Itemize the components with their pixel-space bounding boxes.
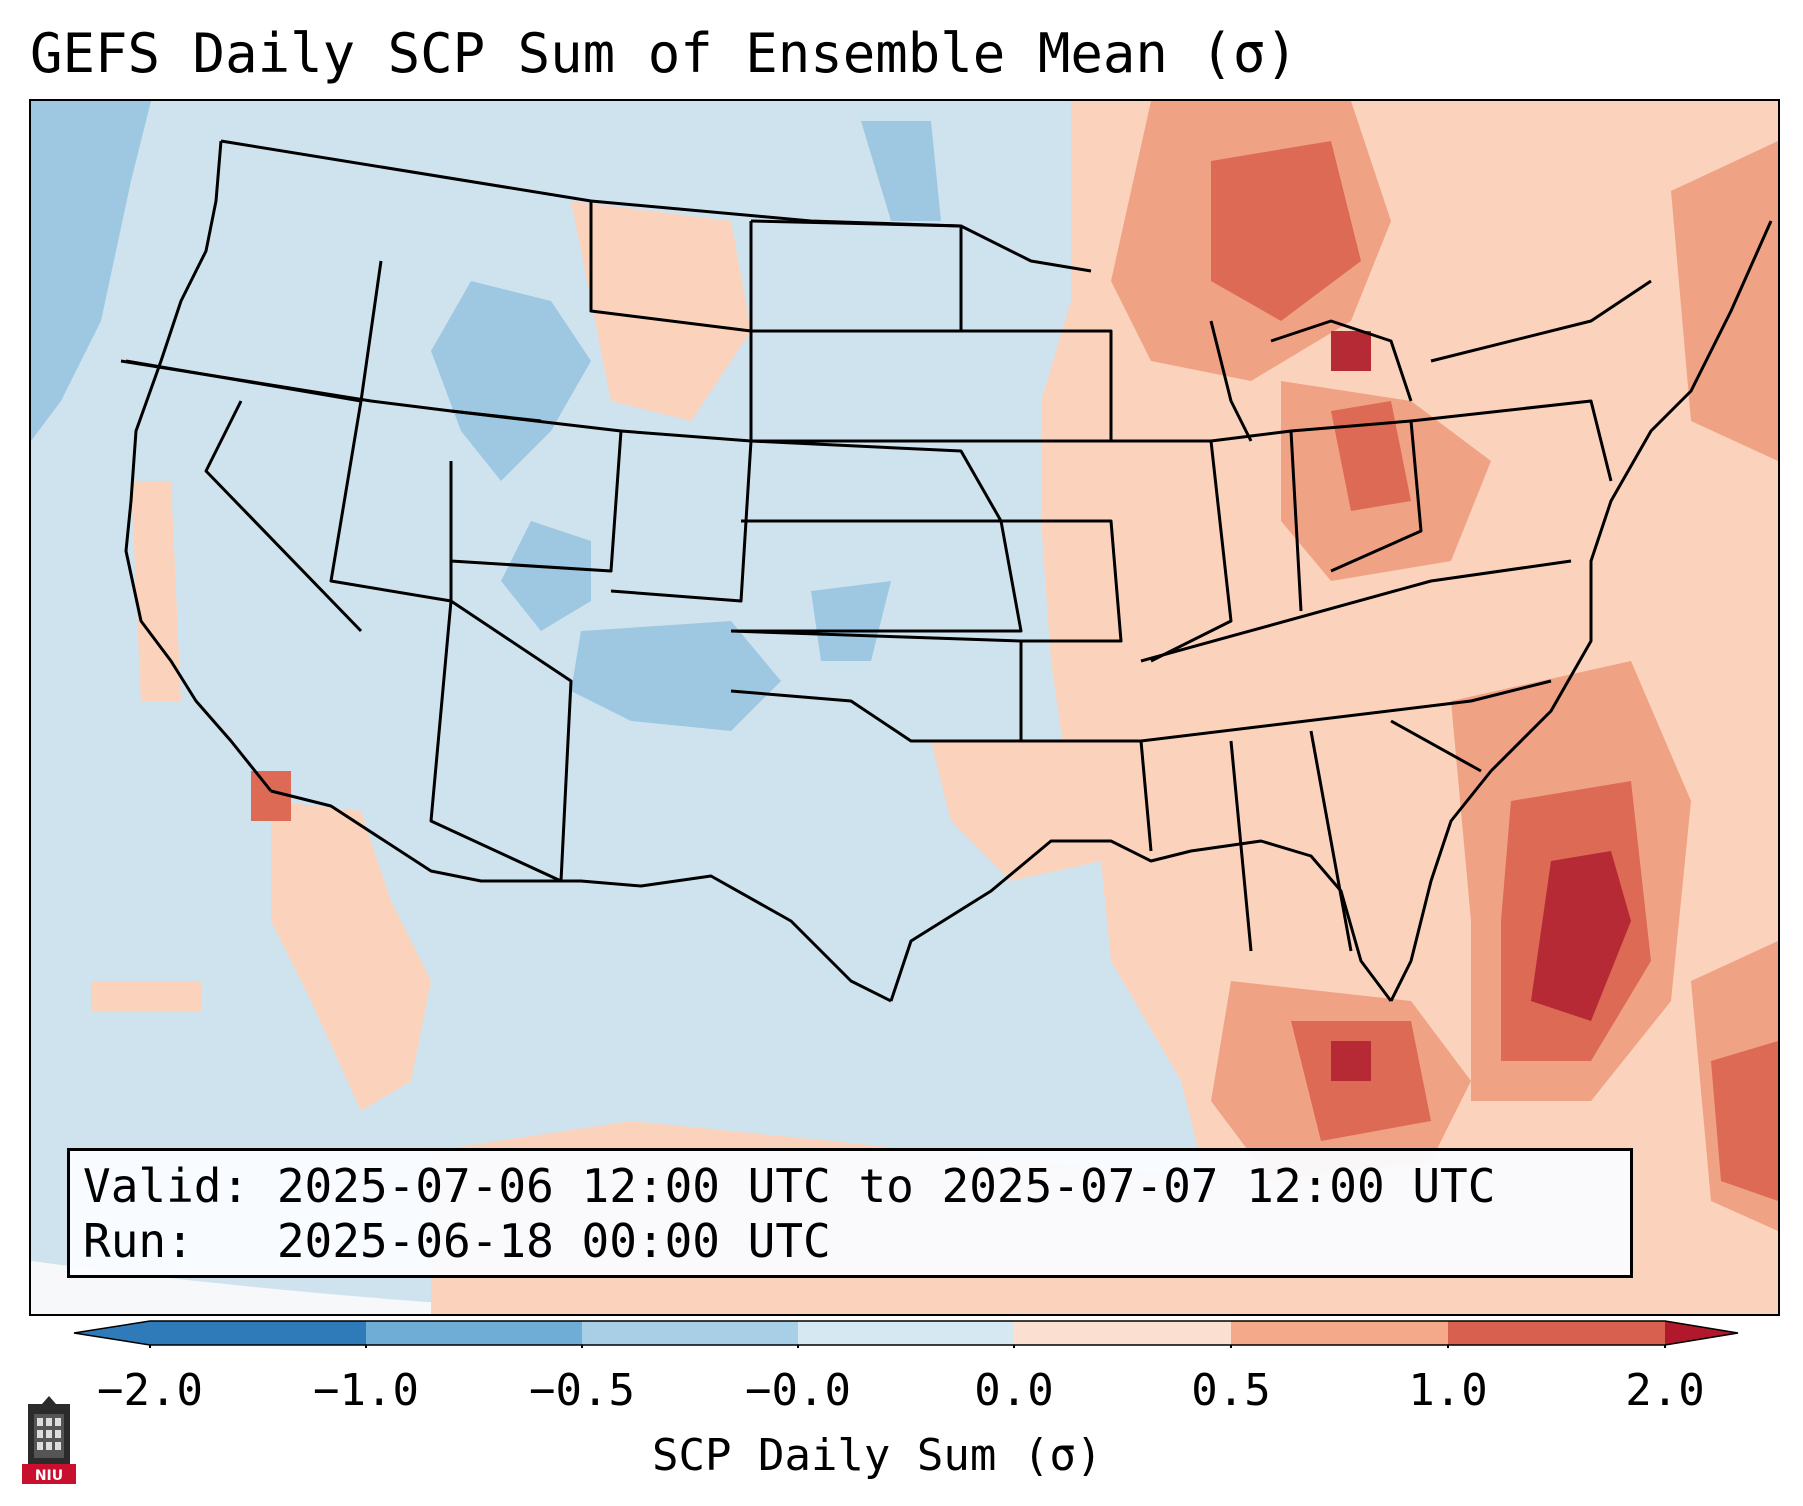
ontario-strong-region xyxy=(1211,141,1361,321)
newyork-border xyxy=(1430,279,1652,363)
colorbar-tick-label: 2.0 xyxy=(1625,1365,1705,1416)
pacific-negative-region xyxy=(31,101,151,441)
plains-positive-region xyxy=(931,741,1101,881)
colorbar xyxy=(73,1320,1739,1348)
colorbar-seg-1 xyxy=(366,1321,582,1345)
colorbar-seg-2 xyxy=(582,1321,798,1345)
arizona-newmexico-border xyxy=(429,599,573,883)
colorbar-extend-left xyxy=(74,1321,150,1345)
out-of-domain-corner xyxy=(31,1261,631,1314)
huron-extreme-region xyxy=(1331,331,1371,371)
colorbar-seg-4 xyxy=(1014,1321,1231,1345)
valid-line: Valid: 2025-07-06 12:00 UTC to 2025-07-0… xyxy=(83,1159,1496,1213)
mississippi-alabama-line xyxy=(1229,740,1253,952)
niu-logo-text: NIU xyxy=(34,1468,64,1484)
extreme-positive-regions xyxy=(1331,331,1631,1081)
colorbar-ticks xyxy=(149,1345,1666,1348)
colorbar-tick-label: −1.0 xyxy=(313,1365,419,1416)
state-boundaries xyxy=(120,139,1773,1003)
nebraska-negative-region xyxy=(811,581,891,661)
idaho-negative-region xyxy=(431,281,591,481)
map-panel xyxy=(29,99,1780,1316)
atlantic-extreme-region xyxy=(1531,851,1631,1021)
colorbar-tick-label: −0.5 xyxy=(529,1365,635,1416)
colorbar-seg-3 xyxy=(798,1321,1014,1345)
kansas-border xyxy=(731,519,1023,633)
north-dakota-negative-region xyxy=(861,121,941,221)
socal-strong-region xyxy=(251,771,291,821)
run-line: Run: 2025-06-18 00:00 UTC xyxy=(83,1214,831,1268)
ohio-border xyxy=(1290,419,1423,573)
lake-michigan-outline xyxy=(1209,320,1253,442)
colorbar-tick-label: −2.0 xyxy=(97,1365,203,1416)
colorbar-extend-right xyxy=(1665,1321,1738,1345)
atlantic-coastline xyxy=(1389,220,1773,1002)
colorbar-seg-5 xyxy=(1231,1321,1448,1345)
montana-dakota-line xyxy=(589,201,753,333)
valid-run-box: Valid: 2025-07-06 12:00 UTC to 2025-07-0… xyxy=(67,1148,1633,1278)
illinois-border xyxy=(1111,439,1233,663)
colorbar-tick-label: −0.0 xyxy=(745,1365,851,1416)
dakotas-border xyxy=(749,219,963,443)
oklahoma-border xyxy=(730,629,1023,743)
missouri-border xyxy=(1001,519,1123,643)
niu-logo-icon xyxy=(22,1396,76,1484)
pacific-positive-strip xyxy=(91,981,201,1011)
nevada-border xyxy=(204,400,363,633)
minnesota-iowa-border xyxy=(961,329,1113,443)
map-canvas xyxy=(31,101,1778,1314)
wyoming-border xyxy=(450,409,623,573)
pacific-coastline xyxy=(124,140,273,792)
colorado-negative-region xyxy=(571,621,781,731)
alabama-georgia-line xyxy=(1309,730,1353,952)
colorbar-seg-6 xyxy=(1448,1321,1665,1345)
utah-border xyxy=(329,400,453,603)
colorbar-tick-label: 0.0 xyxy=(974,1365,1054,1416)
kentucky-tennessee-line xyxy=(1140,559,1572,663)
chart-title: GEFS Daily SCP Sum of Ensemble Mean (σ) xyxy=(30,22,1298,85)
california-positive-region xyxy=(131,481,181,701)
colorbar-seg-0 xyxy=(150,1321,366,1345)
gulf-coastline xyxy=(889,839,1393,1002)
newengland-moderate-region xyxy=(1671,141,1778,461)
colorbar-tick-label: 1.0 xyxy=(1408,1365,1488,1416)
tennessee-southern-line xyxy=(1140,679,1552,743)
caribbean-strong-region xyxy=(1711,1041,1778,1201)
lake-huron-strong-region xyxy=(1331,401,1411,511)
pennsylvania-border xyxy=(1410,399,1613,482)
colorbar-label: SCP Daily Sum (σ) xyxy=(652,1430,1103,1481)
montana-positive-region xyxy=(571,201,751,421)
georgia-carolina-line xyxy=(1390,719,1482,773)
gulf-extreme-region xyxy=(1331,1041,1371,1081)
wyoming-negative-region xyxy=(501,521,591,631)
mexico-border xyxy=(270,789,892,1003)
lake-erie-outline xyxy=(1270,319,1413,402)
southwest-positive-region xyxy=(271,801,431,1111)
niu-logo: NIU xyxy=(20,1394,78,1486)
colorbar-tick-label: 0.5 xyxy=(1191,1365,1271,1416)
